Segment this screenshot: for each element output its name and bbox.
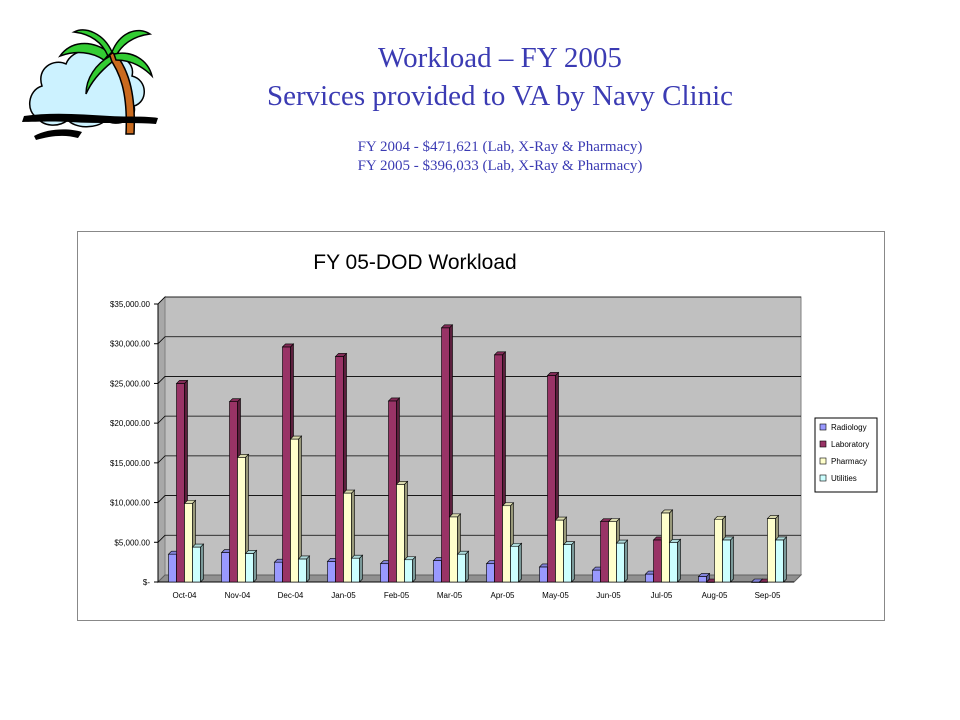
x-tick-label: Nov-04 xyxy=(225,591,251,600)
gridline xyxy=(157,376,801,384)
y-tick-label: $30,000.00 xyxy=(110,340,151,349)
palm-tree-island-icon xyxy=(20,20,160,150)
y-tick-label: $35,000.00 xyxy=(110,300,151,309)
chart-container: FY 05-DOD Workload $- $5,000.00 $10,000.00… xyxy=(77,231,885,621)
x-tick-label: Aug-05 xyxy=(702,591,728,600)
x-tick-label: Jan-05 xyxy=(331,591,356,600)
legend-swatch xyxy=(819,474,827,482)
gridline xyxy=(157,415,801,424)
legend-swatch xyxy=(819,440,827,448)
x-tick-label: May-05 xyxy=(542,591,569,600)
chart-title: FY 05-DOD Workload xyxy=(313,251,516,274)
legend-label: Utilities xyxy=(831,474,857,483)
bar-utilities-feb-05 xyxy=(403,556,417,583)
legend-swatch xyxy=(819,457,827,465)
y-tick-label: $10,000.00 xyxy=(110,499,151,508)
bar-utilities-mar-05 xyxy=(456,550,470,583)
x-tick-label: Apr-05 xyxy=(490,591,515,600)
gridline xyxy=(157,455,801,464)
slide-title-line2: Services provided to VA by Navy Clinic xyxy=(266,80,734,112)
x-tick-label: Dec-04 xyxy=(278,591,304,600)
legend-swatch xyxy=(819,423,827,431)
x-tick-label: Mar-05 xyxy=(437,591,463,600)
x-tick-label: Jul-05 xyxy=(651,591,673,600)
gridline xyxy=(157,336,801,344)
plot-back-wall xyxy=(157,296,802,584)
x-tick-label: Sep-05 xyxy=(755,591,781,600)
y-tick-label: $5,000.00 xyxy=(114,538,150,547)
y-tick-label: $25,000.00 xyxy=(110,379,151,388)
gridline xyxy=(157,296,801,305)
summary-line-fy2004: FY 2004 - $471,621 (Lab, X-Ray & Pharmac… xyxy=(357,139,643,155)
workload-bar-chart: FY 05-DOD Workload $- $5,000.00 $10,000.00… xyxy=(110,251,878,600)
bar-utilities-dec-04 xyxy=(297,555,311,583)
bar-utilities-nov-04 xyxy=(244,549,258,583)
x-tick-label: Feb-05 xyxy=(384,591,410,600)
bar-utilities-aug-05 xyxy=(721,536,735,583)
bar-utilities-oct-04 xyxy=(191,543,205,583)
legend-label: Radiology xyxy=(831,423,867,432)
y-tick-label: $- xyxy=(143,578,150,587)
x-tick-label: Oct-04 xyxy=(172,591,197,600)
y-tick-label: $15,000.00 xyxy=(110,459,151,468)
bar-utilities-may-05 xyxy=(562,540,576,583)
legend-label: Laboratory xyxy=(831,440,869,449)
legend-label: Pharmacy xyxy=(831,457,867,466)
summary-line-fy2005: FY 2005 - $396,033 (Lab, X-Ray & Pharmac… xyxy=(357,158,643,174)
bar-utilities-jul-05 xyxy=(668,538,682,583)
y-tick-label: $20,000.00 xyxy=(110,419,151,428)
x-tick-label: Jun-05 xyxy=(596,591,621,600)
bar-utilities-jan-05 xyxy=(350,554,364,583)
slide-title-line1: Workload – FY 2005 xyxy=(378,42,622,74)
bar-utilities-apr-05 xyxy=(509,542,523,583)
bar-utilities-sep-05 xyxy=(774,536,788,583)
gridline xyxy=(157,534,801,543)
gridline xyxy=(157,495,801,503)
bar-utilities-jun-05 xyxy=(615,539,629,583)
